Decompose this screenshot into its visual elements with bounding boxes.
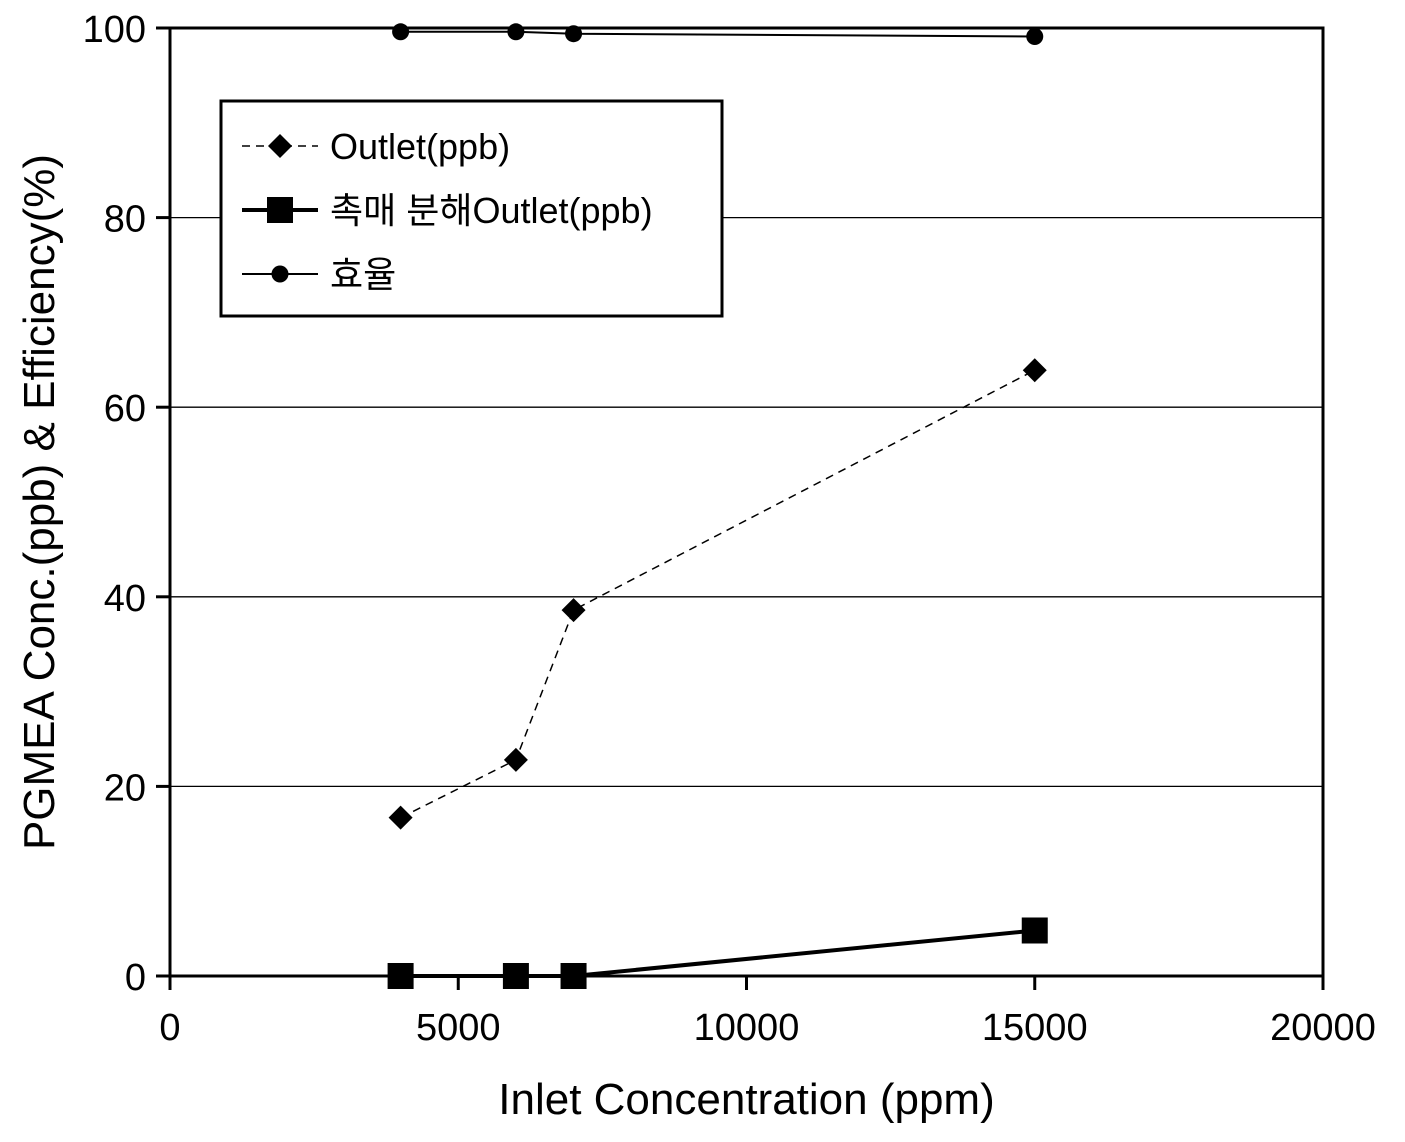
data-point (389, 806, 413, 830)
data-point (507, 23, 524, 40)
y-tick-label: 80 (104, 199, 146, 241)
legend-label: 촉매 분해Outlet(ppb) (330, 190, 653, 231)
x-tick-label: 10000 (694, 1007, 800, 1049)
x-tick-label: 5000 (416, 1007, 501, 1049)
series-line (401, 370, 1035, 817)
series-2 (388, 917, 1048, 989)
series-line (401, 32, 1035, 37)
y-tick-label: 0 (125, 957, 146, 999)
legend: Outlet(ppb) 촉매 분해Outlet(ppb) 효율 (221, 101, 722, 316)
y-tick-label: 40 (104, 578, 146, 620)
data-point (1023, 358, 1047, 382)
legend-label: 효율 (330, 254, 396, 295)
data-point (504, 748, 528, 772)
x-tick-label: 20000 (1270, 1007, 1376, 1049)
x-axis-title: Inlet Concentration (ppm) (498, 1075, 994, 1124)
x-tick-label: 15000 (982, 1007, 1088, 1049)
data-point (1026, 28, 1043, 45)
legend-marker (267, 197, 293, 223)
series-line (401, 930, 1035, 976)
legend-marker (272, 266, 289, 283)
data-point (562, 598, 586, 622)
y-axis-title: PGMEA Conc.(ppb) & Efficiency(%) (15, 154, 64, 850)
y-tick-label: 60 (104, 388, 146, 430)
x-tick-label: 0 (159, 1007, 180, 1049)
y-tick-label: 20 (104, 767, 146, 809)
y-tick-label: 100 (83, 9, 146, 51)
legend-label: Outlet(ppb) (330, 126, 510, 167)
data-point (1022, 917, 1048, 943)
series-1 (389, 358, 1047, 829)
data-point (392, 23, 409, 40)
